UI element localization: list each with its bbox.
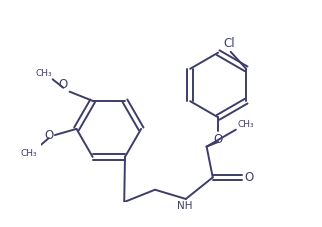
Text: CH₃: CH₃	[237, 120, 254, 129]
Text: O: O	[44, 129, 53, 142]
Text: CH₃: CH₃	[35, 69, 52, 78]
Text: NH: NH	[177, 201, 193, 211]
Text: CH₃: CH₃	[21, 149, 37, 158]
Text: O: O	[213, 133, 223, 146]
Text: O: O	[244, 171, 254, 184]
Text: O: O	[59, 78, 68, 91]
Text: Cl: Cl	[223, 37, 235, 50]
